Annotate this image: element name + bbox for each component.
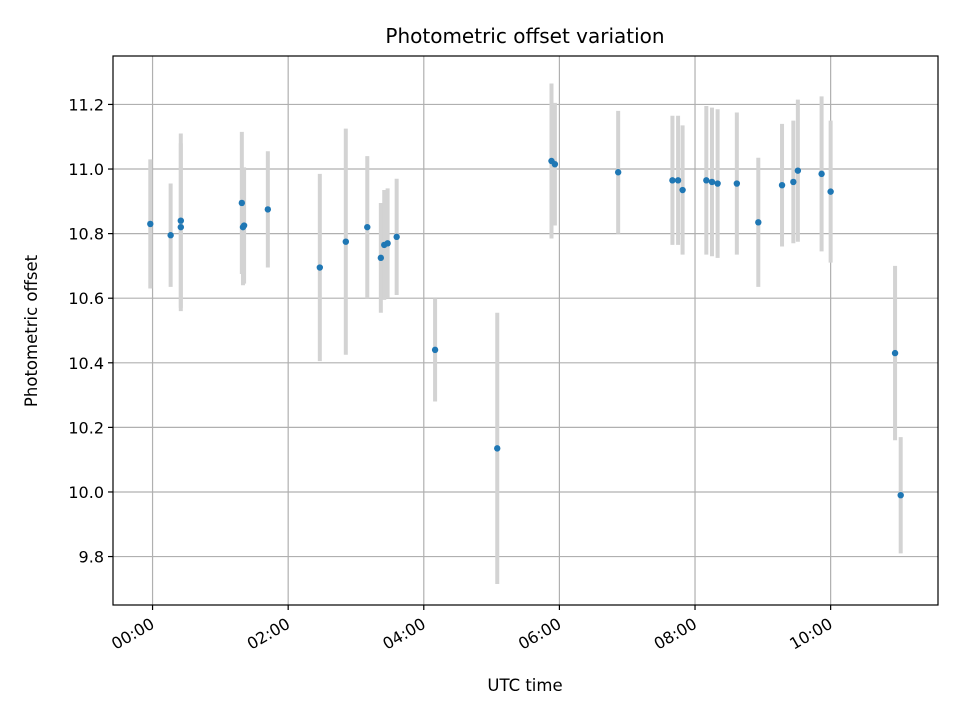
data-point [177,217,185,224]
data-points [147,157,904,499]
data-point [494,445,501,452]
data-point [703,177,710,184]
y-tick-label: 10.8 [68,225,104,244]
y-tick-label: 10.2 [68,418,104,437]
data-point [377,254,385,262]
data-point [614,169,622,176]
data-point [818,170,825,178]
data-point [238,199,246,207]
data-point [393,233,400,241]
data-point [342,238,350,245]
data-point [733,180,741,187]
data-point [897,492,904,499]
data-point [891,349,899,357]
data-point [364,223,371,231]
data-point [679,186,686,194]
y-tick-label: 10.6 [68,289,104,308]
data-point [794,167,802,174]
data-point [708,178,716,186]
data-point [827,188,834,195]
data-point [316,264,324,271]
y-axis-title: Photometric offset [22,254,41,407]
y-tick-label: 11.2 [68,95,104,114]
data-point [755,219,762,226]
plot-frame [112,55,939,606]
data-point [384,240,391,247]
data-point [240,222,248,229]
data-point [431,346,439,354]
x-axis-title: UTC time [487,676,562,695]
y-tick-label: 10.0 [68,483,104,502]
data-point [264,206,272,213]
data-point [778,181,786,189]
data-point [669,177,676,184]
data-point [674,177,682,184]
chart-title: Photometric offset variation [385,24,664,48]
y-tick-label: 10.4 [68,354,104,373]
data-point [167,232,174,239]
data-point [551,160,559,168]
y-tick-label: 9.8 [79,548,104,567]
data-point [714,180,721,187]
y-tick-label: 11.0 [68,160,104,179]
data-point [790,178,797,186]
data-point [147,220,154,228]
data-point [177,223,185,231]
